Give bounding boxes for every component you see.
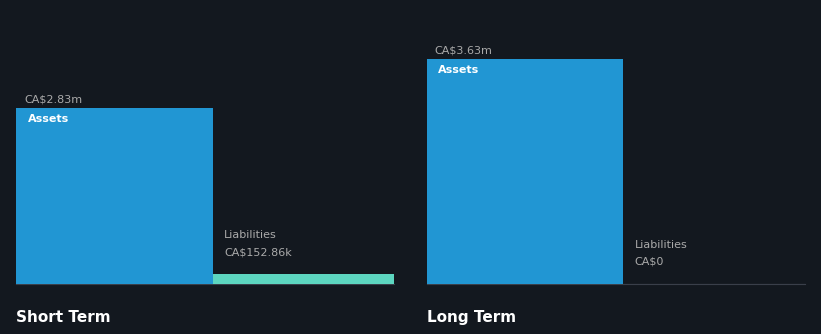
Bar bbox=[213, 275, 394, 284]
Text: Assets: Assets bbox=[28, 114, 69, 124]
Text: Liabilities: Liabilities bbox=[224, 230, 277, 240]
Bar bbox=[16, 108, 213, 284]
Text: CA$0: CA$0 bbox=[635, 257, 664, 267]
Text: CA$2.83m: CA$2.83m bbox=[24, 95, 82, 105]
Text: Assets: Assets bbox=[438, 65, 479, 75]
Text: Liabilities: Liabilities bbox=[635, 240, 687, 250]
Text: Long Term: Long Term bbox=[427, 310, 516, 325]
Bar bbox=[427, 59, 623, 284]
Text: CA$152.86k: CA$152.86k bbox=[224, 247, 292, 257]
Text: Short Term: Short Term bbox=[16, 310, 111, 325]
Text: CA$3.63m: CA$3.63m bbox=[434, 45, 493, 55]
